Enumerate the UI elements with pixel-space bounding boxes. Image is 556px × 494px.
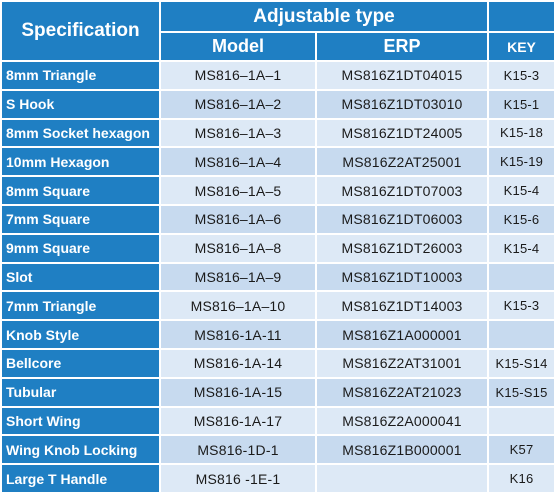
erp-cell: MS816Z1B000001 <box>317 436 488 464</box>
spec-cell: 9mm Square <box>2 234 159 262</box>
erp-cell: MS816Z1DT26003 <box>317 234 488 262</box>
table-row: Knob Style MS816-1A-11 MS816Z1A000001 <box>2 321 555 348</box>
table-row: 9mm Square MS816–1A–8 MS816Z1DT26003 K15-4 <box>2 234 555 262</box>
table-row: 8mm Socket hexagon MS816–1A–3 MS816Z1DT240… <box>2 119 555 147</box>
model-cell: MS816–1A–10 <box>161 292 315 320</box>
specification-header: Specification <box>2 2 159 60</box>
table-row: Bellcore MS816-1A-14 MS816Z2AT31001 K15-S14 <box>2 349 555 377</box>
model-cell: MS816–1A–9 <box>161 263 315 291</box>
spec-cell: Wing Knob Locking <box>2 436 159 464</box>
key-cell <box>489 321 555 348</box>
spec-cell: Tubular <box>2 378 159 406</box>
adjustable-type-header: Adjustable type <box>161 2 488 31</box>
key-cell: K15-4 <box>489 177 555 204</box>
key-cell: K57 <box>489 436 555 464</box>
erp-cell: MS816Z1DT06003 <box>317 205 488 233</box>
erp-cell: MS816Z1DT14003 <box>317 292 488 320</box>
model-cell: MS816–1A–4 <box>161 148 315 176</box>
key-cell: K15-1 <box>489 90 555 118</box>
key-cell: K16 <box>489 465 555 492</box>
table-row: 8mm Square MS816–1A–5 MS816Z1DT07003 K15-4 <box>2 177 555 204</box>
spec-cell: S Hook <box>2 90 159 118</box>
key-cell: K15-19 <box>489 148 555 176</box>
spec-cell: 7mm Square <box>2 205 159 233</box>
model-cell: MS816 -1E-1 <box>161 465 315 492</box>
key-cell <box>489 263 555 291</box>
spec-cell: 10mm Hexagon <box>2 148 159 176</box>
table-row: 8mm Triangle MS816–1A–1 MS816Z1DT04015 K15-… <box>2 62 555 89</box>
erp-cell: MS816Z1DT10003 <box>317 263 488 291</box>
table-row: 7mm Triangle MS816–1A–10 MS816Z1DT14003 K15… <box>2 292 555 320</box>
model-cell: MS816–1A–6 <box>161 205 315 233</box>
key-cell: K15-S15 <box>489 378 555 406</box>
key-cell: K15-18 <box>489 119 555 147</box>
spec-cell: Knob Style <box>2 321 159 348</box>
table-row: Slot MS816–1A–9 MS816Z1DT10003 <box>2 263 555 291</box>
spec-cell: 8mm Square <box>2 177 159 204</box>
erp-cell <box>317 465 488 492</box>
spec-cell: 7mm Triangle <box>2 292 159 320</box>
key-cell: K15-3 <box>489 292 555 320</box>
model-cell: MS816-1A-14 <box>161 349 315 377</box>
table-row: 7mm Square MS816–1A–6 MS816Z1DT06003 K15-6 <box>2 205 555 233</box>
model-cell: MS816-1A-15 <box>161 378 315 406</box>
model-cell: MS816-1A-17 <box>161 407 315 435</box>
model-cell: MS816–1A–8 <box>161 234 315 262</box>
spec-cell: 8mm Socket hexagon <box>2 119 159 147</box>
key-cell: K15-S14 <box>489 349 555 377</box>
table-row: S Hook MS816–1A–2 MS816Z1DT03010 K15-1 <box>2 90 555 118</box>
erp-cell: MS816Z1DT24005 <box>317 119 488 147</box>
model-cell: MS816–1A–3 <box>161 119 315 147</box>
erp-cell: MS816Z2AT21023 <box>317 378 488 406</box>
spec-cell: 8mm Triangle <box>2 62 159 89</box>
erp-cell: MS816Z2A000041 <box>317 407 488 435</box>
key-cell: K15-4 <box>489 234 555 262</box>
spec-cell: Short Wing <box>2 407 159 435</box>
model-cell: MS816–1A–2 <box>161 90 315 118</box>
model-cell: MS816–1A–1 <box>161 62 315 89</box>
table-row: Short Wing MS816-1A-17 MS816Z2A000041 <box>2 407 555 435</box>
model-cell: MS816–1A–5 <box>161 177 315 204</box>
table-row: Tubular MS816-1A-15 MS816Z2AT21023 K15-S15 <box>2 378 555 406</box>
table-body: 8mm Triangle MS816–1A–1 MS816Z1DT04015 K15-… <box>2 62 555 492</box>
erp-cell: MS816Z1DT04015 <box>317 62 488 89</box>
erp-cell: MS816Z1A000001 <box>317 321 488 348</box>
table-row: Wing Knob Locking MS816-1D-1 MS816Z1B00000… <box>2 436 555 464</box>
table-row: Large T Handle MS816 -1E-1 K16 <box>2 465 555 492</box>
erp-cell: MS816Z2AT25001 <box>317 148 488 176</box>
key-header: KEY <box>489 33 555 60</box>
key-cell <box>489 407 555 435</box>
spec-cell: Slot <box>2 263 159 291</box>
key-cell: K15-6 <box>489 205 555 233</box>
spec-cell: Large T Handle <box>2 465 159 492</box>
model-cell: MS816-1A-11 <box>161 321 315 348</box>
header-blank-cell <box>489 2 555 31</box>
key-cell: K15-3 <box>489 62 555 89</box>
erp-cell: MS816Z2AT31001 <box>317 349 488 377</box>
model-cell: MS816-1D-1 <box>161 436 315 464</box>
spec-cell: Bellcore <box>2 349 159 377</box>
erp-cell: MS816Z1DT07003 <box>317 177 488 204</box>
table-row: 10mm Hexagon MS816–1A–4 MS816Z2AT25001 K15-… <box>2 148 555 176</box>
erp-header: ERP <box>317 33 488 60</box>
model-header: Model <box>161 33 315 60</box>
erp-cell: MS816Z1DT03010 <box>317 90 488 118</box>
